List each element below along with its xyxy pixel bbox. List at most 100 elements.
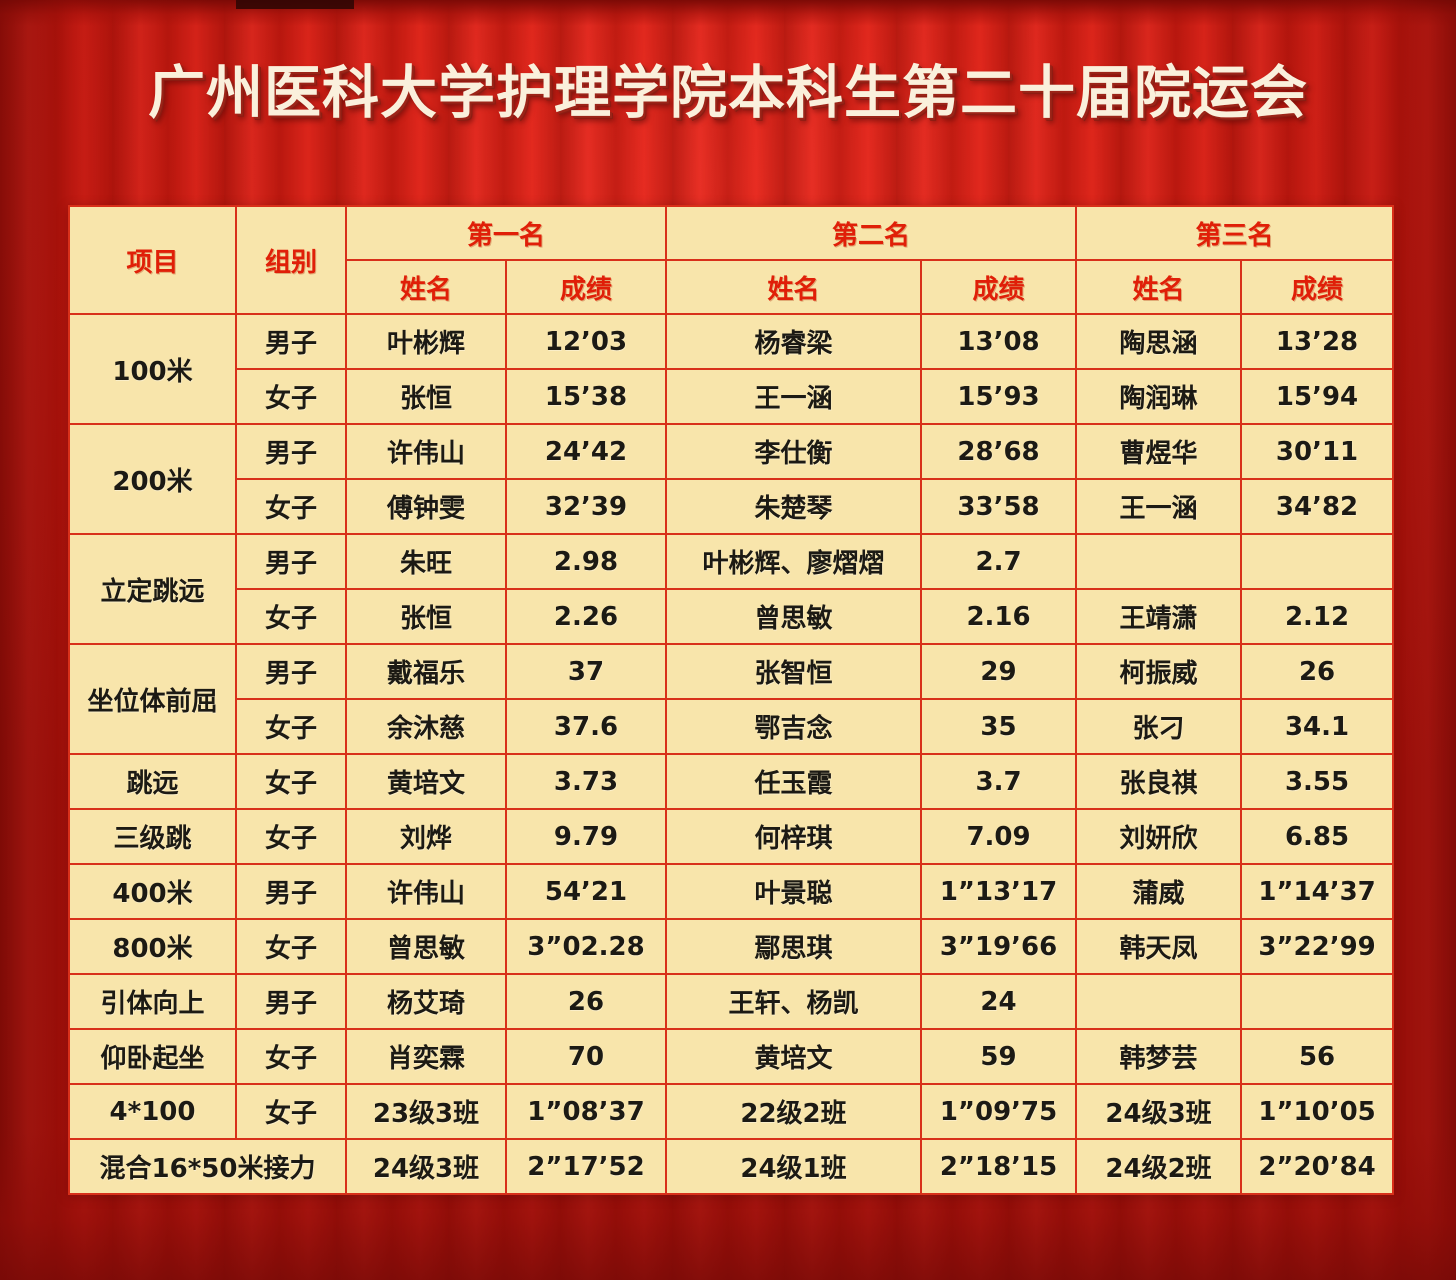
cell-n3: 刘妍欣: [1075, 808, 1243, 865]
cell-s3: 34’82: [1240, 478, 1395, 535]
table-row: 100米 男子 叶彬辉 12’03 杨睿梁 13’08 陶思涵 13’28: [68, 313, 1395, 425]
table-row: 女子 余沐慈 37.6 鄂吉念 35 张刁 34.1: [69, 698, 1395, 755]
cell-n3: 柯振威: [1075, 643, 1243, 700]
cell-item: 立定跳远: [68, 533, 237, 645]
cell-n3: 24级2班: [1075, 1138, 1243, 1195]
cell-s2: 7.09: [920, 808, 1078, 865]
cell-s2: 3.7: [920, 753, 1078, 810]
cell-n2: 24级1班: [665, 1138, 923, 1195]
cell-s1: 54’21: [504, 863, 668, 920]
table-row: 200米 男子 许伟山 24’42 李仕衡 28’68 曹煜华 30’11: [68, 423, 1395, 535]
cell-n2: 黄培文: [665, 1028, 923, 1085]
table-row: 仰卧起坐 女子 肖奕霖 70 黄培文 59 韩梦芸 56: [68, 1028, 1395, 1085]
cell-s1: 70: [504, 1028, 668, 1085]
cell-group: 男子: [235, 643, 347, 700]
cell-n3: [1075, 973, 1243, 1030]
cell-s2: 2.16: [920, 588, 1078, 645]
cell-item: 100米: [68, 313, 237, 425]
table-row: 女子 傅钟雯 32’39 朱楚琴 33’58 王一涵 34’82: [69, 478, 1395, 535]
cell-group: 女子: [235, 918, 347, 975]
cell-group: 女子: [235, 478, 347, 535]
cell-group: 女子: [235, 368, 347, 425]
cell-n1: 杨艾琦: [345, 973, 507, 1030]
cell-n2: 杨睿梁: [665, 313, 923, 370]
table-body: 100米 男子 叶彬辉 12’03 杨睿梁 13’08 陶思涵 13’28 女子 张恒 15’38 王…: [68, 313, 1395, 1195]
cell-n3: 韩梦芸: [1075, 1028, 1243, 1085]
header-score-1: 成绩: [504, 259, 668, 315]
cell-group: 女子: [235, 753, 347, 810]
cell-n1: 24级3班: [345, 1138, 507, 1195]
cell-n3: 韩天凤: [1075, 918, 1243, 975]
cell-s3: 3”22’99: [1240, 918, 1395, 975]
cell-n1: 张恒: [345, 588, 507, 645]
cell-item: 三级跳: [68, 808, 237, 865]
cell-s1: 12’03: [504, 313, 668, 370]
cell-n3: 蒲威: [1075, 863, 1243, 920]
cell-item: 仰卧起坐: [68, 1028, 237, 1085]
cell-s1: 37: [504, 643, 668, 700]
cell-s1: 2.98: [504, 533, 668, 590]
cell-s1: 9.79: [504, 808, 668, 865]
results-table: 项目 组别 第一名 第二名 第三名 姓名 成绩 姓名 成绩 姓名 成绩 100米…: [68, 205, 1395, 1195]
cell-s3: 56: [1240, 1028, 1395, 1085]
header-row-top: 项目 组别 第一名 第二名 第三名: [68, 205, 1395, 315]
cell-s3: [1240, 533, 1395, 590]
cell-s1: 3.73: [504, 753, 668, 810]
cell-item: 引体向上: [68, 973, 237, 1030]
cell-s3: 2.12: [1240, 588, 1395, 645]
cell-n1: 许伟山: [345, 423, 507, 480]
title-banner: 广州医科大学护理学院本科生第二十届院运会: [0, 60, 1456, 126]
cell-n1: 肖奕霖: [345, 1028, 507, 1085]
table-row: 女子 张恒 2.26 曾思敏 2.16 王靖潇 2.12: [69, 588, 1395, 645]
header-row-sub: 姓名 成绩 姓名 成绩 姓名 成绩: [69, 259, 1395, 315]
cell-s2: 29: [920, 643, 1078, 700]
cell-s2: 1”13’17: [920, 863, 1078, 920]
cell-s3: 1”10’05: [1240, 1083, 1395, 1140]
table-row: 立定跳远 男子 朱旺 2.98 叶彬辉、廖熠熠 2.7: [68, 533, 1395, 645]
cell-group: 女子: [235, 588, 347, 645]
table-row: 400米 男子 许伟山 54’21 叶景聪 1”13’17 蒲威 1”14’37: [68, 863, 1395, 920]
cell-s2: 28’68: [920, 423, 1078, 480]
cell-s3: 13’28: [1240, 313, 1395, 370]
cell-s1: 26: [504, 973, 668, 1030]
cell-item: 400米: [68, 863, 237, 920]
cell-n2: 曾思敏: [665, 588, 923, 645]
cell-s3: 26: [1240, 643, 1395, 700]
cell-group: 女子: [235, 1028, 347, 1085]
results-table-container: 项目 组别 第一名 第二名 第三名 姓名 成绩 姓名 成绩 姓名 成绩 100米…: [68, 205, 1395, 1195]
page-title: 广州医科大学护理学院本科生第二十届院运会: [148, 60, 1308, 126]
cell-n2: 何梓琪: [665, 808, 923, 865]
header-place-3: 第三名: [1075, 205, 1395, 261]
table-header: 项目 组别 第一名 第二名 第三名 姓名 成绩 姓名 成绩 姓名 成绩: [68, 205, 1395, 315]
header-place-2: 第二名: [665, 205, 1078, 261]
cell-n3: 陶润琳: [1075, 368, 1243, 425]
header-name-1: 姓名: [345, 259, 507, 315]
cell-n1: 余沐慈: [345, 698, 507, 755]
cell-n2: 王一涵: [665, 368, 923, 425]
cell-s2: 15’93: [920, 368, 1078, 425]
cell-group: 女子: [235, 808, 347, 865]
cell-n2: 朱楚琴: [665, 478, 923, 535]
cell-n3: 张刁: [1075, 698, 1243, 755]
cell-n1: 刘烨: [345, 808, 507, 865]
cell-n1: 戴福乐: [345, 643, 507, 700]
header-place-1: 第一名: [344, 205, 668, 261]
cell-group: 男子: [235, 973, 347, 1030]
cell-s2: 3”19’66: [920, 918, 1078, 975]
cell-item: 跳远: [68, 753, 237, 810]
cell-item: 4*100: [68, 1083, 237, 1140]
table-row: 女子 张恒 15’38 王一涵 15’93 陶润琳 15’94: [69, 368, 1395, 425]
table-row: 引体向上 男子 杨艾琦 26 王轩、杨凯 24: [68, 973, 1395, 1030]
cell-n2: 22级2班: [665, 1083, 923, 1140]
cell-n2: 叶彬辉、廖熠熠: [665, 533, 923, 590]
cell-group: 男子: [235, 533, 347, 590]
cell-item: 200米: [68, 423, 237, 535]
cell-item: 坐位体前屈: [68, 643, 237, 755]
cell-n2: 张智恒: [665, 643, 923, 700]
cell-n3: 曹煜华: [1075, 423, 1243, 480]
cell-s2: 2”18’15: [920, 1138, 1078, 1195]
table-row: 混合16*50米接力 24级3班 2”17’52 24级1班 2”18’15 24级2班 2…: [68, 1138, 1395, 1195]
cell-s3: 6.85: [1240, 808, 1395, 865]
cell-n2: 鄢思琪: [665, 918, 923, 975]
cell-n2: 李仕衡: [665, 423, 923, 480]
